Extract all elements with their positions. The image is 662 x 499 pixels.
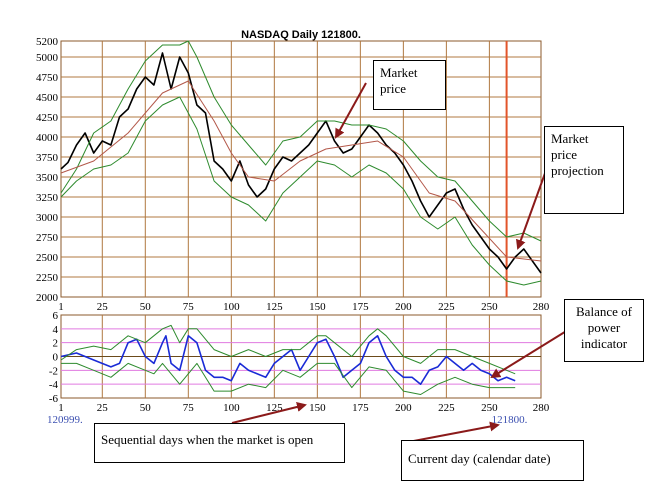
arrow-market-price: [335, 82, 367, 139]
arrow-sequential: [231, 402, 307, 424]
annotation-arrows: [231, 82, 569, 444]
y-tick-label: 2: [53, 338, 59, 350]
arrow-balance: [490, 329, 569, 379]
note-market-price-projection: Market price projection: [544, 126, 624, 214]
x-tick-label: 50: [140, 301, 152, 313]
y-tick-label: 2500: [36, 252, 59, 264]
start-date-label: 120999.: [47, 414, 83, 426]
x-tick-label: 1: [58, 301, 64, 313]
y-tick-label: 4000: [36, 132, 59, 144]
y-tick-label: 4500: [36, 92, 59, 104]
series-upper-band: [60, 40, 542, 242]
x-tick-label: 200: [395, 402, 412, 414]
series-price: [60, 52, 542, 274]
y-tick-label: -4: [49, 379, 59, 391]
x-tick-label: 25: [97, 301, 109, 313]
series-indicator: [60, 335, 516, 385]
y-tick-label: 3250: [36, 192, 59, 204]
x-tick-label: 225: [438, 402, 455, 414]
y-tick-label: 4: [53, 324, 59, 336]
arrow-projection: [516, 164, 549, 250]
y-tick-label: 2750: [36, 232, 59, 244]
x-tick-label: 175: [352, 402, 369, 414]
x-tick-label: 150: [309, 402, 326, 414]
y-tick-label: -6: [49, 393, 59, 405]
x-tick-label: 100: [223, 402, 240, 414]
y-tick-label: 2000: [36, 292, 59, 304]
note-sequential-days: Sequential days when the market is open: [94, 423, 345, 463]
x-tick-label: 75: [183, 402, 195, 414]
y-tick-label: 4750: [36, 72, 59, 84]
note-market-price: Market price: [373, 60, 446, 110]
x-tick-label: 100: [223, 301, 240, 313]
x-tick-label: 125: [266, 301, 283, 313]
note-balance-of-power: Balance of power indicator: [564, 299, 644, 362]
x-tick-label: 1: [58, 402, 64, 414]
x-tick-label: 175: [352, 301, 369, 313]
y-tick-label: 4250: [36, 112, 59, 124]
series-moving-average: [60, 80, 542, 262]
end-date-label: 121800.: [492, 414, 528, 426]
x-tick-label: 250: [481, 301, 498, 313]
y-tick-label: 3750: [36, 152, 59, 164]
y-tick-label: -2: [49, 365, 58, 377]
series-lower-band: [61, 362, 516, 395]
series-upper-band: [60, 324, 516, 375]
x-tick-label: 280: [533, 301, 550, 313]
y-tick-label: 6: [53, 310, 59, 322]
x-tick-label: 150: [309, 301, 326, 313]
indicator-panel: 1 25 50 75 100 125 150 175 200 225 250 2806420-2-4-…: [47, 310, 550, 426]
price-panel: 1 25 50 75 100 125 150 175 200 225 250 280520050004…: [36, 29, 550, 313]
x-tick-label: 50: [140, 402, 152, 414]
note-current-day: Current day (calendar date): [401, 440, 584, 481]
series-lower-band: [60, 96, 542, 286]
y-tick-label: 5000: [36, 52, 59, 64]
x-tick-label: 25: [97, 402, 109, 414]
x-tick-label: 200: [395, 301, 412, 313]
x-tick-label: 75: [183, 301, 195, 313]
x-tick-label: 250: [481, 402, 498, 414]
y-tick-label: 5200: [36, 36, 59, 48]
x-tick-label: 225: [438, 301, 455, 313]
y-tick-label: 3500: [36, 172, 59, 184]
y-tick-label: 3000: [36, 212, 59, 224]
y-tick-label: 2250: [36, 272, 59, 284]
plot-frame: [60, 40, 542, 298]
chart-title: NASDAQ Daily 121800.: [241, 29, 361, 41]
x-tick-label: 280: [533, 402, 550, 414]
y-tick-label: 0: [53, 352, 59, 364]
